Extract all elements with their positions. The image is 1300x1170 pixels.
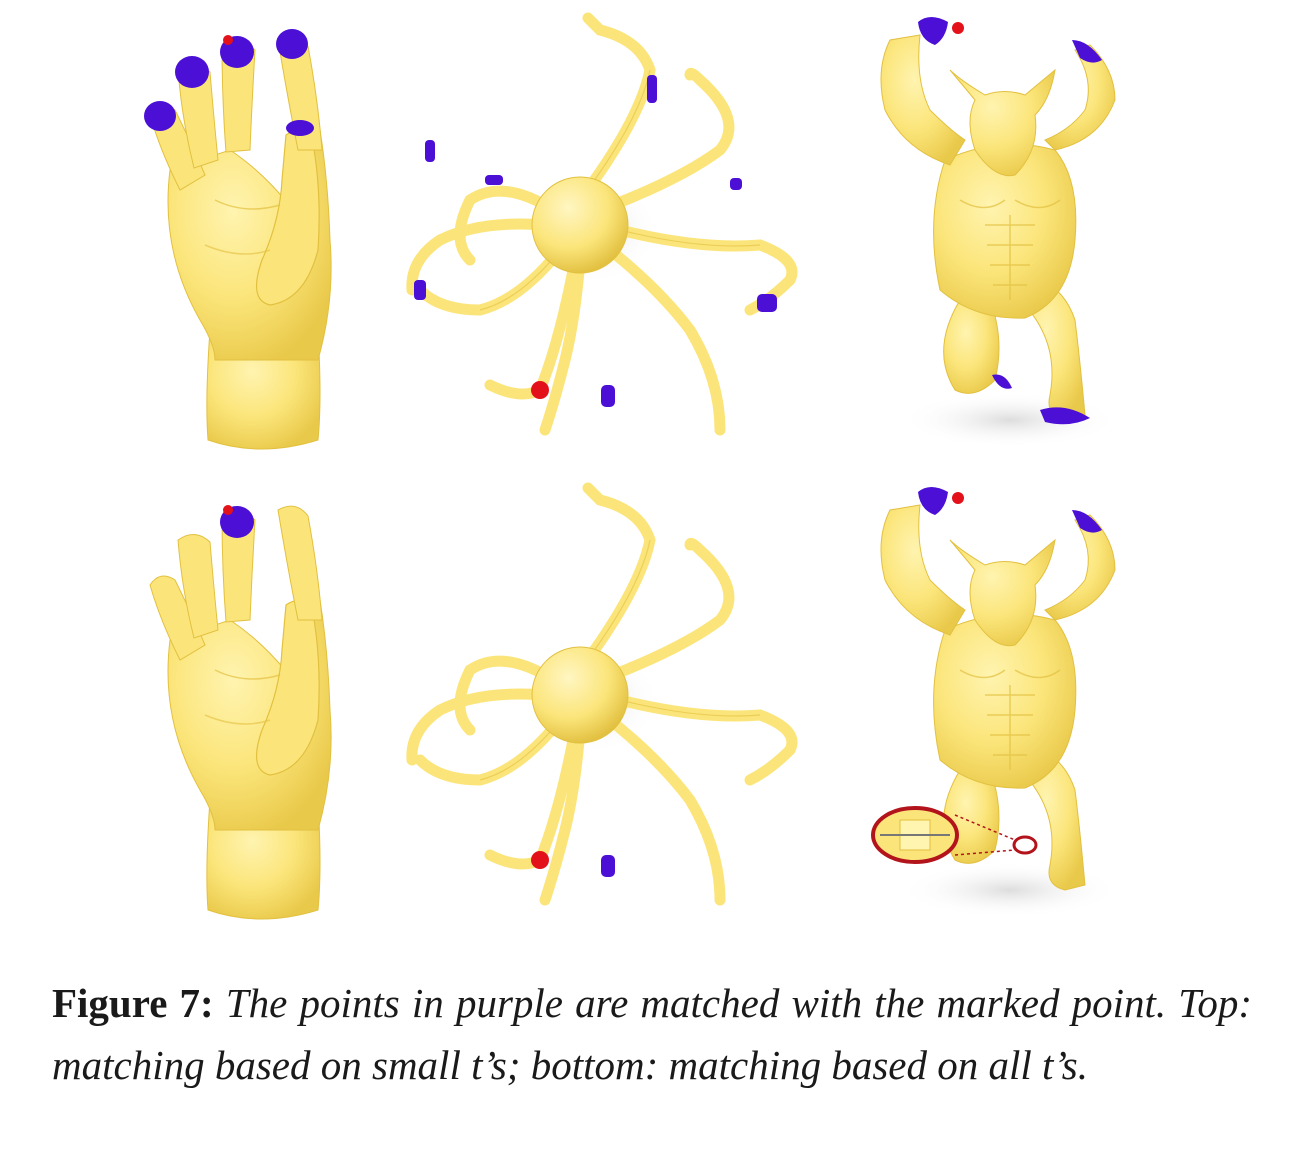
octopus-model-top — [412, 18, 792, 430]
top-row — [144, 17, 1121, 450]
octopus-model-bottom — [412, 488, 792, 900]
armadillo-model-bottom — [871, 487, 1121, 919]
caption-text: The points in purple are matched with th… — [52, 980, 1252, 1088]
zoom-inset — [871, 806, 1038, 864]
bottom-row — [149, 487, 1121, 920]
hand-model-top — [144, 29, 332, 450]
armadillo-model-top — [880, 17, 1121, 449]
figure-label: Figure 7: — [52, 980, 214, 1026]
figure-caption: Figure 7: The points in purple are match… — [52, 972, 1252, 1096]
figure-image — [144, 0, 1121, 920]
hand-model-bottom — [149, 505, 332, 920]
